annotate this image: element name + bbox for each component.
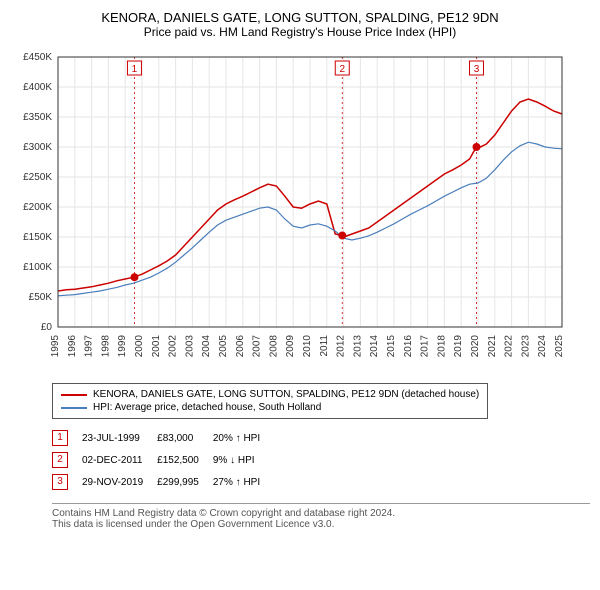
legend-row-1: KENORA, DANIELS GATE, LONG SUTTON, SPALD… bbox=[61, 388, 479, 401]
svg-text:1998: 1998 bbox=[100, 335, 111, 358]
footer-line-1: Contains HM Land Registry data © Crown c… bbox=[52, 508, 590, 519]
sale-price: £152,500 bbox=[157, 449, 213, 471]
svg-text:2002: 2002 bbox=[168, 335, 179, 358]
svg-text:3: 3 bbox=[474, 64, 480, 75]
legend-label-1: KENORA, DANIELS GATE, LONG SUTTON, SPALD… bbox=[93, 389, 479, 400]
svg-text:1995: 1995 bbox=[50, 335, 61, 358]
legend-swatch-2 bbox=[61, 407, 87, 409]
legend-row-2: HPI: Average price, detached house, Sout… bbox=[61, 401, 479, 414]
chart-title: KENORA, DANIELS GATE, LONG SUTTON, SPALD… bbox=[10, 10, 590, 25]
svg-text:£250K: £250K bbox=[23, 172, 52, 183]
svg-text:2018: 2018 bbox=[436, 335, 447, 358]
sale-date: 23-JUL-1999 bbox=[82, 427, 157, 449]
svg-text:2024: 2024 bbox=[537, 335, 548, 358]
title-block: KENORA, DANIELS GATE, LONG SUTTON, SPALD… bbox=[10, 10, 590, 39]
chart-wrap: £0 £50K £100K £150K £200K £250K £300K £350K £400… bbox=[10, 47, 590, 377]
sale-price: £83,000 bbox=[157, 427, 213, 449]
svg-text:2009: 2009 bbox=[285, 335, 296, 358]
sale-row: 1 23-JUL-1999£83,00020% ↑ HPI bbox=[52, 427, 274, 449]
svg-text:£0: £0 bbox=[41, 322, 53, 333]
svg-text:£100K: £100K bbox=[23, 262, 52, 273]
sale-row: 3 29-NOV-2019£299,99527% ↑ HPI bbox=[52, 471, 274, 493]
footer-line-2: This data is licensed under the Open Gov… bbox=[52, 519, 590, 530]
sale-date: 02-DEC-2011 bbox=[82, 449, 157, 471]
svg-text:2010: 2010 bbox=[302, 335, 313, 358]
svg-text:1997: 1997 bbox=[84, 335, 95, 358]
svg-text:2003: 2003 bbox=[184, 335, 195, 358]
svg-text:1: 1 bbox=[132, 64, 138, 75]
sale-delta: 27% ↑ HPI bbox=[213, 471, 274, 493]
svg-text:£200K: £200K bbox=[23, 202, 52, 213]
sale-marker-box: 2 bbox=[52, 452, 68, 468]
svg-text:2001: 2001 bbox=[151, 335, 162, 358]
svg-text:2023: 2023 bbox=[520, 335, 531, 358]
sales-table: 1 23-JUL-1999£83,00020% ↑ HPI 2 02-DEC-2011… bbox=[52, 427, 274, 493]
legend-swatch-1 bbox=[61, 394, 87, 396]
svg-text:£50K: £50K bbox=[29, 292, 53, 303]
svg-text:2012: 2012 bbox=[336, 335, 347, 358]
svg-text:2007: 2007 bbox=[252, 335, 263, 358]
svg-text:2019: 2019 bbox=[453, 335, 464, 358]
svg-text:£350K: £350K bbox=[23, 112, 52, 123]
svg-text:2022: 2022 bbox=[504, 335, 515, 358]
chart-subtitle: Price paid vs. HM Land Registry's House … bbox=[10, 25, 590, 39]
svg-text:1996: 1996 bbox=[67, 335, 78, 358]
svg-text:2006: 2006 bbox=[235, 335, 246, 358]
svg-text:2015: 2015 bbox=[386, 335, 397, 358]
svg-text:1999: 1999 bbox=[117, 335, 128, 358]
svg-text:2: 2 bbox=[339, 64, 345, 75]
svg-text:2013: 2013 bbox=[352, 335, 363, 358]
sale-date: 29-NOV-2019 bbox=[82, 471, 157, 493]
sale-marker-box: 1 bbox=[52, 430, 68, 446]
svg-text:2014: 2014 bbox=[369, 335, 380, 358]
svg-text:2000: 2000 bbox=[134, 335, 145, 358]
svg-text:2008: 2008 bbox=[268, 335, 279, 358]
sale-marker-box: 3 bbox=[52, 474, 68, 490]
svg-text:£450K: £450K bbox=[23, 52, 52, 63]
price-chart: £0 £50K £100K £150K £200K £250K £300K £350K £400… bbox=[10, 47, 570, 377]
svg-text:2016: 2016 bbox=[403, 335, 414, 358]
svg-text:2017: 2017 bbox=[420, 335, 431, 358]
svg-text:£300K: £300K bbox=[23, 142, 52, 153]
svg-text:2005: 2005 bbox=[218, 335, 229, 358]
svg-text:£150K: £150K bbox=[23, 232, 52, 243]
sale-delta: 9% ↓ HPI bbox=[213, 449, 274, 471]
sale-row: 2 02-DEC-2011£152,5009% ↓ HPI bbox=[52, 449, 274, 471]
svg-text:2020: 2020 bbox=[470, 335, 481, 358]
sale-delta: 20% ↑ HPI bbox=[213, 427, 274, 449]
legend-label-2: HPI: Average price, detached house, Sout… bbox=[93, 402, 321, 413]
svg-text:2025: 2025 bbox=[554, 335, 565, 358]
legend: KENORA, DANIELS GATE, LONG SUTTON, SPALD… bbox=[52, 383, 488, 419]
svg-text:2011: 2011 bbox=[319, 335, 330, 357]
attribution-footer: Contains HM Land Registry data © Crown c… bbox=[52, 503, 590, 530]
svg-text:2004: 2004 bbox=[201, 335, 212, 358]
sale-price: £299,995 bbox=[157, 471, 213, 493]
svg-text:£400K: £400K bbox=[23, 82, 52, 93]
svg-text:2021: 2021 bbox=[487, 335, 498, 358]
